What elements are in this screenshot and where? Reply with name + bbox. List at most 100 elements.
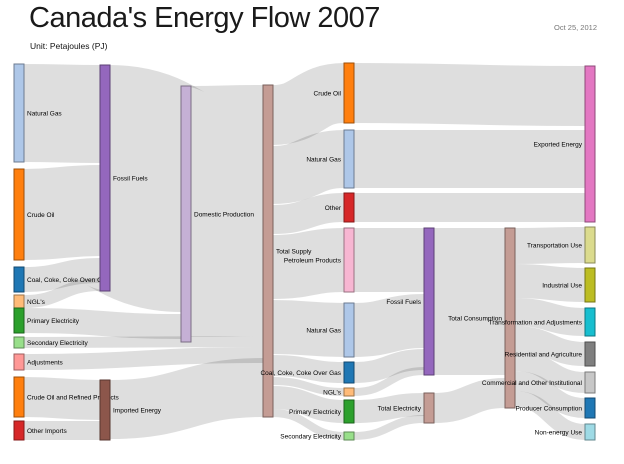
sankey-node-other-imports[interactable] (13, 420, 25, 441)
flow-total-consumption-to-industrial-use (514, 264, 586, 302)
flow-total-consumption-to-non-energy-use (514, 391, 586, 440)
flow-d-primary-electricity-to-total-electricity (353, 393, 425, 423)
flow-crude-oil-to-fossil-fuels (23, 165, 101, 260)
flow-total-consumption-to-residential-agriculture (514, 326, 586, 366)
flow-total-supply-to-s-natural-gas (271, 130, 346, 204)
sankey-node-residential-agriculture[interactable] (584, 341, 596, 367)
sankey-node-d-secondary-electricity[interactable] (343, 431, 355, 441)
flow-total-supply-to-d-ngls (272, 377, 345, 396)
flow-total-supply-to-d-natural-gas (272, 300, 345, 357)
flow-total-supply-to-s-petroleum-products (272, 228, 345, 299)
sankey-node-crude-oil[interactable] (13, 168, 25, 261)
sankey-node-label-total-consumption: Total Consumption (448, 316, 502, 323)
flow-primary-electricity-to-domestic-production (23, 308, 182, 339)
sankey-node-total-supply[interactable] (262, 84, 274, 418)
sankey-node-transformation-adjustments[interactable] (584, 307, 596, 337)
sankey-node-label-total-electricity: Total Electricity (378, 406, 422, 413)
sankey-node-label-residential-agriculture: Residential and Agriculture (505, 352, 583, 359)
flow-d-natural-gas-to-c-fossil-fuels (353, 294, 425, 357)
flow-d-coal-coke-to-c-fossil-fuels (353, 349, 425, 383)
sankey-node-d-ngls[interactable] (343, 387, 355, 397)
unit-label: Unit: Petajoules (PJ) (30, 41, 108, 51)
sankey-node-label-industrial-use: Industrial Use (542, 283, 582, 290)
sankey-node-label-exported-energy: Exported Energy (534, 142, 583, 149)
sankey-node-industrial-use[interactable] (584, 267, 596, 303)
sankey-node-label-domestic-production: Domestic Production (194, 212, 254, 219)
sankey-node-label-crude-oil-refined: Crude Oil and Refined Products (27, 395, 120, 402)
flow-imported-energy-to-total-supply (109, 358, 264, 439)
sankey-node-label-transformation-adjustments: Transformation and Adjustments (489, 320, 583, 327)
sankey-node-fossil-fuels[interactable] (99, 64, 111, 292)
sankey-node-s-other[interactable] (343, 192, 355, 223)
sankey-node-label-ngls: NGL's (27, 299, 46, 306)
sankey-node-s-natural-gas[interactable] (343, 129, 355, 189)
sankey-node-label-coal-coke: Coal, Coke, Coke Oven Gas (27, 277, 110, 284)
flow-domestic-production-to-total-supply (190, 85, 264, 337)
sankey-node-domestic-production[interactable] (180, 85, 192, 343)
sankey-node-label-producer-consumption: Producer Consumption (516, 406, 583, 413)
flow-total-consumption-to-transformation-adjustments (514, 298, 586, 336)
sankey-node-commercial-institutional[interactable] (584, 371, 596, 394)
flow-crude-oil-refined-to-imported-energy (23, 377, 101, 420)
sankey-node-label-primary-electricity: Primary Electricity (27, 318, 80, 325)
flow-s-crude-oil-to-exported-energy (353, 63, 586, 126)
sankey-node-label-transportation-use: Transportation Use (527, 243, 582, 250)
sankey-node-label-c-fossil-fuels: Fossil Fuels (386, 299, 421, 306)
sankey-node-label-fossil-fuels: Fossil Fuels (113, 176, 148, 183)
sankey-node-label-total-supply: Total Supply (276, 249, 312, 256)
sankey-node-exported-energy[interactable] (584, 65, 596, 223)
flow-total-supply-to-s-crude-oil (271, 63, 346, 145)
sankey-node-label-s-crude-oil: Crude Oil (314, 91, 342, 98)
flow-total-supply-to-s-other (272, 193, 345, 234)
flow-total-supply-to-d-primary-electricity (272, 386, 345, 423)
sankey-node-coal-coke[interactable] (13, 266, 25, 293)
page-title: Canada's Energy Flow 2007 (29, 2, 380, 34)
flow-adjustments-to-total-supply (23, 347, 264, 370)
sankey-node-imported-energy[interactable] (99, 379, 111, 441)
sankey-node-label-d-natural-gas: Natural Gas (306, 328, 341, 335)
sankey-node-label-s-natural-gas: Natural Gas (306, 157, 341, 164)
sankey-node-c-fossil-fuels[interactable] (423, 227, 435, 376)
flow-total-consumption-to-commercial-institutional (514, 350, 586, 393)
sankey-node-label-d-primary-electricity: Primary Electricity (289, 409, 342, 416)
sankey-node-d-primary-electricity[interactable] (343, 399, 355, 424)
flow-ngls-to-fossil-fuels (23, 278, 101, 308)
sankey-node-crude-oil-refined[interactable] (13, 376, 25, 418)
sankey-node-producer-consumption[interactable] (584, 397, 596, 419)
sankey-node-primary-electricity[interactable] (13, 307, 25, 334)
sankey-node-label-d-coal-coke: Coal, Coke, Coke Over Gas (260, 370, 341, 377)
sankey-node-s-petroleum-products[interactable] (343, 227, 355, 293)
flow-d-ngls-to-c-fossil-fuels (353, 367, 425, 396)
sankey-node-label-natural-gas: Natural Gas (27, 111, 62, 118)
sankey-node-total-electricity[interactable] (423, 392, 435, 424)
sankey-node-total-consumption[interactable] (504, 227, 516, 409)
sankey-node-label-adjustments: Adjustments (27, 360, 64, 367)
flow-coal-coke-to-fossil-fuels (23, 258, 101, 292)
flow-secondary-electricity-to-total-supply (23, 336, 264, 348)
flow-total-supply-to-d-secondary-electricity (272, 409, 345, 440)
sankey-node-label-other-imports: Other Imports (27, 428, 67, 435)
sankey-node-natural-gas[interactable] (13, 63, 25, 163)
date-label: Oct 25, 2012 (554, 23, 597, 32)
sankey-node-non-energy-use[interactable] (584, 423, 596, 441)
sankey-node-d-natural-gas[interactable] (343, 302, 355, 358)
sankey-node-label-commercial-institutional: Commercial and Other Institutional (482, 380, 583, 387)
sankey-node-label-d-ngls: NGL's (323, 390, 342, 397)
flow-total-consumption-to-producer-consumption (514, 371, 586, 418)
flow-total-supply-to-d-coal-coke (272, 355, 345, 383)
flow-natural-gas-to-fossil-fuels (23, 64, 101, 163)
sankey-node-adjustments[interactable] (13, 353, 25, 371)
sankey-node-label-d-secondary-electricity: Secondary Electricity (280, 434, 341, 441)
sankey-node-transportation-use[interactable] (584, 226, 596, 264)
sankey-node-ngls[interactable] (13, 294, 25, 309)
sankey-node-d-coal-coke[interactable] (343, 361, 355, 384)
sankey-node-label-imported-energy: Imported Energy (113, 408, 162, 415)
sankey-node-s-crude-oil[interactable] (343, 62, 355, 124)
sankey-node-label-secondary-electricity: Secondary Electricity (27, 340, 88, 347)
flow-d-secondary-electricity-to-total-electricity (353, 415, 425, 440)
sankey-node-secondary-electricity[interactable] (13, 336, 25, 349)
sankey-node-label-crude-oil: Crude Oil (27, 212, 55, 219)
flow-total-electricity-to-total-consumption (433, 378, 506, 423)
